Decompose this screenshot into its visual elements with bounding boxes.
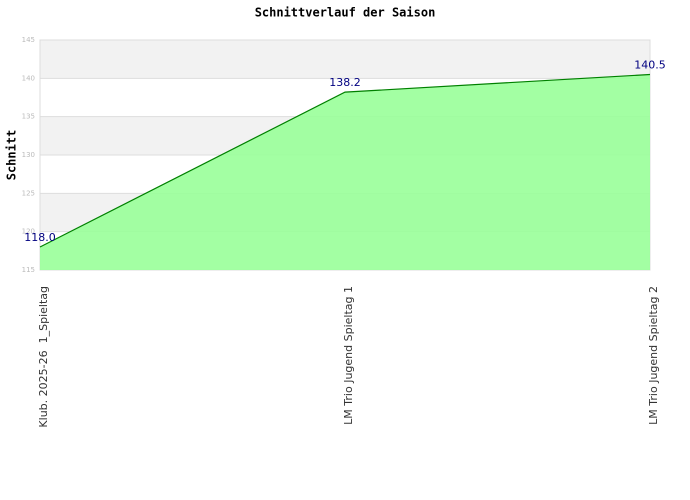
y-tick-label: 140 [22,74,35,82]
y-axis-label: Schnitt [5,130,19,181]
area-fill [40,74,650,270]
area-line [39,73,651,248]
chart-title: Schnittverlauf der Saison [255,6,436,20]
y-tick-label: 115 [22,266,35,274]
data-label: 138.2 [329,76,361,89]
x-tick-label: Klub. 2025-26 1_Spieltag [37,286,50,428]
x-tick-label: LM Trio Jugend Spieltag 2 [647,286,660,425]
x-tick-label: LM Trio Jugend Spieltag 1 [342,286,355,425]
y-tick-label: 135 [22,113,35,121]
data-label: 140.5 [634,59,666,72]
y-tick-label: 120 [22,228,35,236]
y-tick-label: 145 [22,36,35,44]
grid-band [40,40,650,79]
data-label: 118.0 [24,231,56,244]
y-tick-label: 125 [22,189,35,197]
y-tick-label: 130 [22,151,35,159]
